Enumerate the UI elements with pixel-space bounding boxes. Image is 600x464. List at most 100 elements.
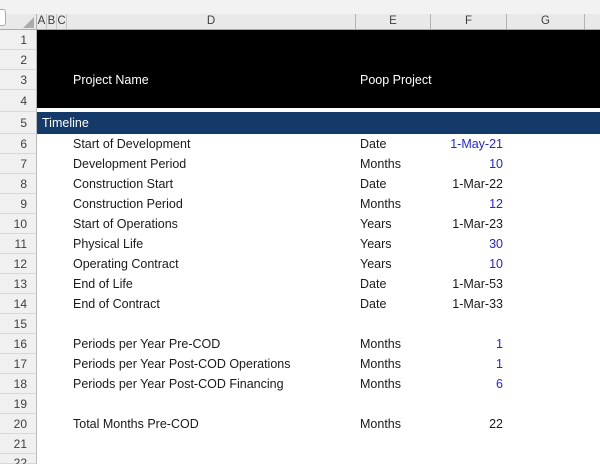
row-7-cells: Development Period Months 10 <box>37 154 600 174</box>
column-header-e[interactable]: E <box>356 14 431 29</box>
cell-D16[interactable]: Periods per Year Pre-COD <box>73 337 221 351</box>
row-header-17[interactable]: 17 <box>0 354 37 374</box>
cell-F12[interactable]: 10 <box>489 257 503 271</box>
sheet-row-13: 13 End of Life Date 1-Mar-53 <box>0 274 600 294</box>
cell-F13[interactable]: 1-Mar-53 <box>452 277 503 291</box>
cell-E14[interactable]: Date <box>360 297 387 311</box>
spacer-abc <box>37 174 67 194</box>
row-header-7[interactable]: 7 <box>0 154 37 174</box>
row-header-4[interactable]: 4 <box>0 90 37 112</box>
cell-D17[interactable]: Periods per Year Post-COD Operations <box>73 357 291 371</box>
row-header-22[interactable]: 22 <box>0 454 37 464</box>
cell-D8[interactable]: Construction Start <box>73 177 174 191</box>
sheet-row-16: 16 Periods per Year Pre-COD Months 1 <box>0 334 600 354</box>
row-header-10[interactable]: 10 <box>0 214 37 234</box>
row-5-cells[interactable]: Timeline <box>37 112 600 134</box>
column-header-f[interactable]: F <box>431 14 507 29</box>
cell-F6[interactable]: 1-May-21 <box>450 137 503 151</box>
cell-F16[interactable]: 1 <box>496 337 503 351</box>
row-10-cells: Start of Operations Years 1-Mar-23 <box>37 214 600 234</box>
sheet-row-15: 15 <box>0 314 600 334</box>
sheet-grid: 1 2 3 Project Name Poop Project 4 5 Timeline 6 St… <box>0 30 600 464</box>
row-header-2[interactable]: 2 <box>0 50 37 70</box>
cell-F17[interactable]: 1 <box>496 357 503 371</box>
row-6-cells: Start of Development Date 1-May-21 <box>37 134 600 154</box>
cell-E10[interactable]: Years <box>360 217 392 231</box>
sheet-row-8: 8 Construction Start Date 1-Mar-22 <box>0 174 600 194</box>
row-19-cells <box>37 394 600 414</box>
cell-F7[interactable]: 10 <box>489 157 503 171</box>
cell-E9[interactable]: Months <box>360 197 401 211</box>
chrome-top-strip <box>0 0 600 14</box>
row-13-cells: End of Life Date 1-Mar-53 <box>37 274 600 294</box>
row-header-14[interactable]: 14 <box>0 294 37 314</box>
row-header-12[interactable]: 12 <box>0 254 37 274</box>
cell-E6[interactable]: Date <box>360 137 387 151</box>
column-header-b[interactable]: B <box>47 14 57 29</box>
select-all-button[interactable] <box>0 14 37 29</box>
row-header-5[interactable]: 5 <box>0 112 37 134</box>
row-header-20[interactable]: 20 <box>0 414 37 434</box>
cell-F9[interactable]: 12 <box>489 197 503 211</box>
cell-E8[interactable]: Date <box>360 177 387 191</box>
row-header-19[interactable]: 19 <box>0 394 37 414</box>
sheet-row-4: 4 <box>0 90 600 112</box>
spacer-abc <box>37 214 67 234</box>
row-header-11[interactable]: 11 <box>0 234 37 254</box>
row-1-cells <box>37 30 600 50</box>
cell-E16[interactable]: Months <box>360 337 401 351</box>
cell-F11[interactable]: 30 <box>489 237 503 251</box>
cell-F10[interactable]: 1-Mar-23 <box>452 217 503 231</box>
row-header-21[interactable]: 21 <box>0 434 37 454</box>
cell-D12[interactable]: Operating Contract <box>73 257 179 271</box>
cell-E13[interactable]: Date <box>360 277 387 291</box>
sheet-row-5: 5 Timeline <box>0 112 600 134</box>
column-header-partial[interactable] <box>585 14 600 29</box>
cell-F18[interactable]: 6 <box>496 377 503 391</box>
spacer-abc <box>37 134 67 154</box>
row-header-6[interactable]: 6 <box>0 134 37 154</box>
row-header-16[interactable]: 16 <box>0 334 37 354</box>
cell-D7[interactable]: Development Period <box>73 157 187 171</box>
row-header-1[interactable]: 1 <box>0 30 37 50</box>
cell-D6[interactable]: Start of Development <box>73 137 191 151</box>
row-header-8[interactable]: 8 <box>0 174 37 194</box>
spacer-abc <box>37 294 67 314</box>
cell-D18[interactable]: Periods per Year Post-COD Financing <box>73 377 284 391</box>
row-header-9[interactable]: 9 <box>0 194 37 214</box>
cell-F8[interactable]: 1-Mar-22 <box>452 177 503 191</box>
cell-E18[interactable]: Months <box>360 377 401 391</box>
cell-F14[interactable]: 1-Mar-33 <box>452 297 503 311</box>
row-header-3[interactable]: 3 <box>0 70 37 90</box>
cell-D14[interactable]: End of Contract <box>73 297 160 311</box>
cell-E3[interactable]: Poop Project <box>360 73 432 87</box>
row-header-13[interactable]: 13 <box>0 274 37 294</box>
spacer-abc <box>37 334 67 354</box>
spacer-abc <box>37 354 67 374</box>
cell-D11[interactable]: Physical Life <box>73 237 144 251</box>
cell-D13[interactable]: End of Life <box>73 277 133 291</box>
column-header-g[interactable]: G <box>507 14 585 29</box>
column-header-d[interactable]: D <box>67 14 356 29</box>
sheet-row-17: 17 Periods per Year Post-COD Operations Mo… <box>0 354 600 374</box>
cell-E11[interactable]: Years <box>360 237 392 251</box>
row-header-15[interactable]: 15 <box>0 314 37 334</box>
sheet-row-12: 12 Operating Contract Years 10 <box>0 254 600 274</box>
row-9-cells: Construction Period Months 12 <box>37 194 600 214</box>
section-title-timeline: Timeline <box>42 116 89 130</box>
cell-D20[interactable]: Total Months Pre-COD <box>73 417 199 431</box>
cell-E12[interactable]: Years <box>360 257 392 271</box>
column-header-c[interactable]: C <box>57 14 67 29</box>
cell-E17[interactable]: Months <box>360 357 401 371</box>
cell-D3[interactable]: Project Name <box>73 73 149 87</box>
row-header-18[interactable]: 18 <box>0 374 37 394</box>
row-18-cells: Periods per Year Post-COD Financing Month… <box>37 374 600 394</box>
cell-F20[interactable]: 22 <box>489 417 503 431</box>
cell-E7[interactable]: Months <box>360 157 401 171</box>
column-header-a[interactable]: A <box>37 14 47 29</box>
cell-D10[interactable]: Start of Operations <box>73 217 178 231</box>
cell-D9[interactable]: Construction Period <box>73 197 183 211</box>
row-16-cells: Periods per Year Pre-COD Months 1 <box>37 334 600 354</box>
cell-E20[interactable]: Months <box>360 417 401 431</box>
spacer-abc <box>37 254 67 274</box>
